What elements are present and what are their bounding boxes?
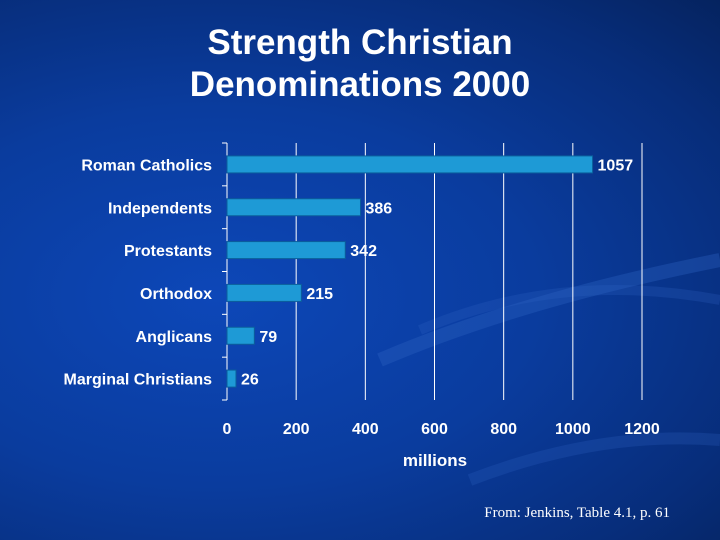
data-label: 342 (350, 243, 377, 260)
data-label: 386 (365, 200, 392, 217)
bar-orthodox (226, 283, 302, 302)
bar-marginal-christians (226, 369, 237, 388)
x-tick-label: 1200 (624, 421, 660, 438)
category-label: Roman Catholics (81, 157, 212, 174)
data-label: 26 (241, 372, 259, 389)
x-tick-label: 600 (421, 421, 448, 438)
source-citation: From: Jenkins, Table 4.1, p. 61 (484, 505, 670, 521)
category-label: Orthodox (140, 286, 212, 303)
x-tick-label: 0 (223, 421, 232, 438)
category-label: Marginal Christians (64, 372, 213, 389)
x-tick-label: 800 (490, 421, 517, 438)
category-label: Anglicans (136, 329, 213, 346)
category-label: Protestants (124, 243, 212, 260)
data-label: 1057 (598, 157, 634, 174)
bar-roman-catholics (226, 155, 594, 174)
bar-protestants (226, 241, 346, 260)
x-tick-label: 400 (352, 421, 379, 438)
x-tick-label: 1000 (555, 421, 591, 438)
x-axis-label: millions (403, 451, 467, 470)
slide-title: Strength Christian Denominations 2000 (0, 22, 720, 106)
title-line-1: Strength Christian (207, 23, 513, 62)
data-label: 215 (306, 286, 333, 303)
category-label: Independents (108, 200, 212, 217)
bar-anglicans (226, 326, 255, 345)
x-tick-label: 200 (283, 421, 310, 438)
bar-independents (226, 198, 361, 217)
title-line-2: Denominations 2000 (189, 65, 531, 104)
data-label: 79 (259, 329, 277, 346)
